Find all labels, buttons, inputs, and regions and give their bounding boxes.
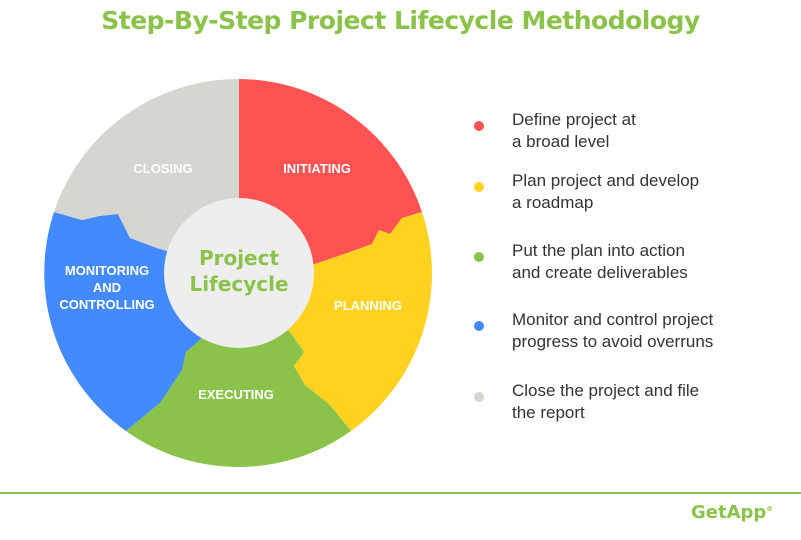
segment-label-executing: EXECUTING — [198, 387, 274, 402]
segment-label-closing: CLOSING — [133, 161, 192, 176]
segment-label-planning: PLANNING — [334, 298, 402, 313]
legend-text: Define project at a broad level — [512, 110, 636, 151]
segment-label-monitoring: MONITORING AND CONTROLLING — [59, 263, 154, 312]
getapp-logo: GetApp® — [691, 502, 773, 523]
segment-planning — [239, 212, 432, 431]
footer-divider — [0, 492, 801, 494]
segment-label-line: EXECUTING — [198, 387, 274, 402]
segment-label-line: CONTROLLING — [59, 297, 154, 312]
legend-text: Monitor and control project progress to … — [512, 310, 714, 351]
center-label-line-2: Lifecycle — [189, 272, 288, 296]
page-title: Step-By-Step Project Lifecycle Methodolo… — [101, 6, 700, 35]
segment-label-line: CLOSING — [133, 161, 192, 176]
segment-executing — [126, 273, 351, 467]
segment-label-line: PLANNING — [334, 298, 402, 313]
segment-label-initiating: INITIATING — [283, 161, 351, 176]
brand-mark: ® — [766, 505, 774, 513]
legend-dot — [474, 392, 484, 402]
brand-name: GetApp — [691, 502, 767, 523]
legend-dot — [474, 321, 484, 331]
legend-dot — [474, 182, 484, 192]
legend-text: Plan project and develop a roadmap — [512, 171, 700, 212]
legend-text: Put the plan into action and create deli… — [512, 241, 688, 282]
legend-dot — [474, 121, 484, 131]
segment-label-line: AND — [93, 280, 121, 295]
segment-label-line: INITIATING — [283, 161, 351, 176]
legend-text: Close the project and file the report — [512, 381, 700, 422]
center-circle — [164, 198, 314, 348]
segment-label-line: MONITORING — [65, 263, 149, 278]
center-label-line-1: Project — [199, 246, 280, 270]
legend-dot — [474, 252, 484, 262]
